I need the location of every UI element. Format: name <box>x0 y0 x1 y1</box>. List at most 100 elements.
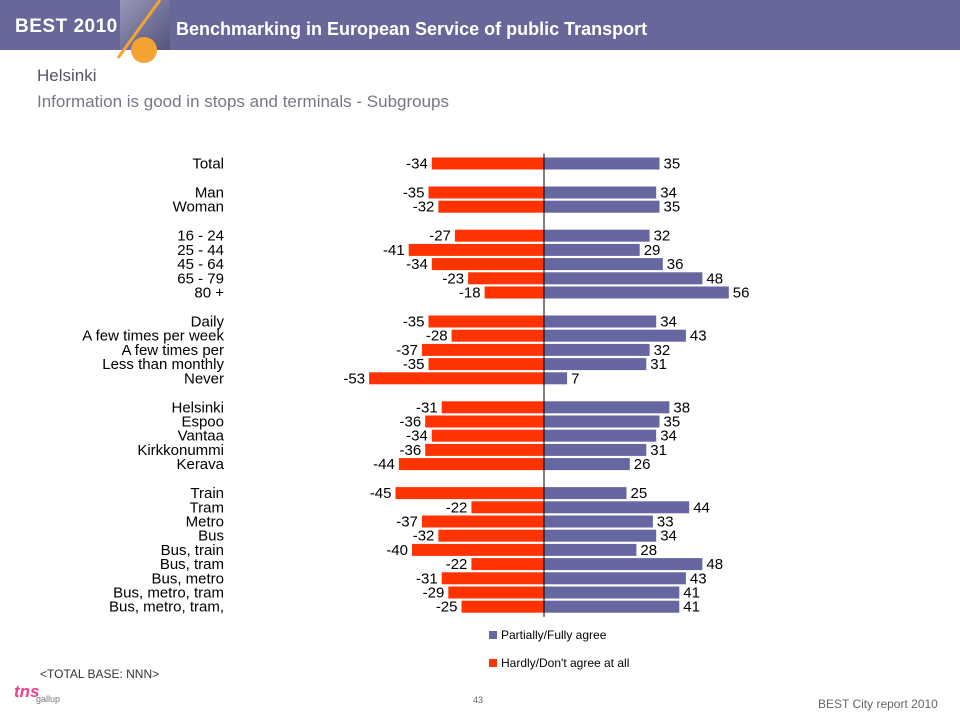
data-label-disagree: -23 <box>442 270 464 287</box>
category-label: 80 + <box>194 285 224 302</box>
data-label-disagree: -31 <box>416 570 438 587</box>
data-label-disagree: -27 <box>429 228 451 245</box>
bar-agree <box>544 186 657 199</box>
bar-agree <box>544 157 660 170</box>
data-label-agree: 56 <box>733 285 750 302</box>
data-label-agree: 41 <box>683 585 700 602</box>
data-label-agree: 26 <box>634 456 651 473</box>
category-label: Less than monthly <box>102 356 224 373</box>
category-label: Train <box>190 485 224 502</box>
data-label-disagree: -22 <box>446 499 468 516</box>
data-label-agree: 34 <box>660 428 677 445</box>
bar-agree <box>544 487 627 500</box>
data-label-disagree: -34 <box>406 256 428 273</box>
category-label: Woman <box>173 199 224 216</box>
data-label-disagree: -40 <box>386 542 408 559</box>
data-label-disagree: -34 <box>406 428 428 445</box>
legend-label-disagree: Hardly/Don't agree at all <box>501 656 629 670</box>
bar-disagree <box>438 529 544 542</box>
bar-disagree <box>412 543 544 556</box>
brand-title: BEST 2010 <box>15 16 118 37</box>
data-label-agree: 34 <box>660 528 677 545</box>
data-label-disagree: -35 <box>403 185 425 202</box>
data-label-disagree: -18 <box>459 285 481 302</box>
bar-disagree <box>425 443 544 456</box>
data-label-disagree: -29 <box>423 585 445 602</box>
category-label: Espoo <box>181 414 224 431</box>
bar-agree <box>544 572 686 585</box>
bar-disagree <box>369 372 544 385</box>
category-label: Vantaa <box>178 428 225 445</box>
data-label-disagree: -36 <box>400 442 422 459</box>
data-label-disagree: -34 <box>406 156 428 173</box>
page-number: 43 <box>473 695 484 705</box>
bar-disagree <box>441 572 544 585</box>
legend-label-agree: Partially/Fully agree <box>501 628 607 642</box>
data-label-agree: 29 <box>644 242 661 259</box>
category-label: Metro <box>186 514 224 531</box>
bar-disagree <box>428 186 544 199</box>
data-label-disagree: -35 <box>403 314 425 331</box>
header-title: Benchmarking in European Service of publ… <box>176 19 648 39</box>
category-label: Never <box>184 370 224 387</box>
data-label-disagree: -31 <box>416 399 438 416</box>
bar-agree <box>544 329 686 342</box>
category-label: Bus, train <box>161 542 224 559</box>
bar-disagree <box>468 272 544 285</box>
bar-agree <box>544 315 657 328</box>
bar-disagree <box>408 243 544 256</box>
data-label-disagree: -41 <box>383 242 405 259</box>
bar-agree <box>544 600 680 613</box>
header-bar <box>0 0 960 50</box>
data-label-agree: 35 <box>664 156 681 173</box>
base-note: <TOTAL BASE: NNN> <box>40 667 160 681</box>
data-label-agree: 25 <box>631 485 648 502</box>
bar-disagree <box>431 157 544 170</box>
bar-disagree <box>425 415 544 428</box>
category-label: Bus, metro, tram, <box>109 599 224 616</box>
data-label-agree: 48 <box>706 270 723 287</box>
bar-disagree <box>454 229 544 242</box>
category-label: Bus, metro <box>151 570 224 587</box>
data-label-disagree: -37 <box>396 342 418 359</box>
data-label-agree: 31 <box>650 356 667 373</box>
report-label: BEST City report 2010 <box>818 697 938 711</box>
category-label: Kirkkonummi <box>137 442 224 459</box>
data-label-agree: 36 <box>667 256 684 273</box>
legend-swatch-disagree <box>489 659 497 667</box>
bar-agree <box>544 286 729 299</box>
data-label-disagree: -44 <box>373 456 395 473</box>
bar-agree <box>544 401 670 414</box>
bar-agree <box>544 229 650 242</box>
category-label: Helsinki <box>171 399 224 416</box>
bar-agree <box>544 443 647 456</box>
data-label-disagree: -25 <box>436 599 458 616</box>
bar-agree <box>544 529 657 542</box>
data-label-agree: 35 <box>664 199 681 216</box>
bar-agree <box>544 272 703 285</box>
category-label: A few times per <box>121 342 224 359</box>
category-label: 65 - 79 <box>177 270 224 287</box>
bar-disagree <box>471 558 544 571</box>
page-title: Helsinki <box>37 66 97 85</box>
bar-agree <box>544 501 690 514</box>
data-label-agree: 7 <box>571 370 579 387</box>
tns-logo: tns <box>14 682 40 701</box>
page-subtitle: Information is good in stops and termina… <box>37 92 450 111</box>
category-label: 16 - 24 <box>177 228 224 245</box>
accent-ornament <box>116 0 162 63</box>
bar-agree <box>544 258 663 271</box>
data-label-agree: 43 <box>690 328 707 345</box>
bar-disagree <box>484 286 544 299</box>
data-label-agree: 34 <box>660 185 677 202</box>
data-label-disagree: -37 <box>396 514 418 531</box>
bar-agree <box>544 372 568 385</box>
data-label-disagree: -32 <box>413 528 435 545</box>
data-label-disagree: -36 <box>400 414 422 431</box>
category-label: Bus, tram <box>160 556 224 573</box>
data-label-disagree: -53 <box>343 370 365 387</box>
bar-disagree <box>395 487 544 500</box>
data-label-disagree: -35 <box>403 356 425 373</box>
bar-disagree <box>471 501 544 514</box>
